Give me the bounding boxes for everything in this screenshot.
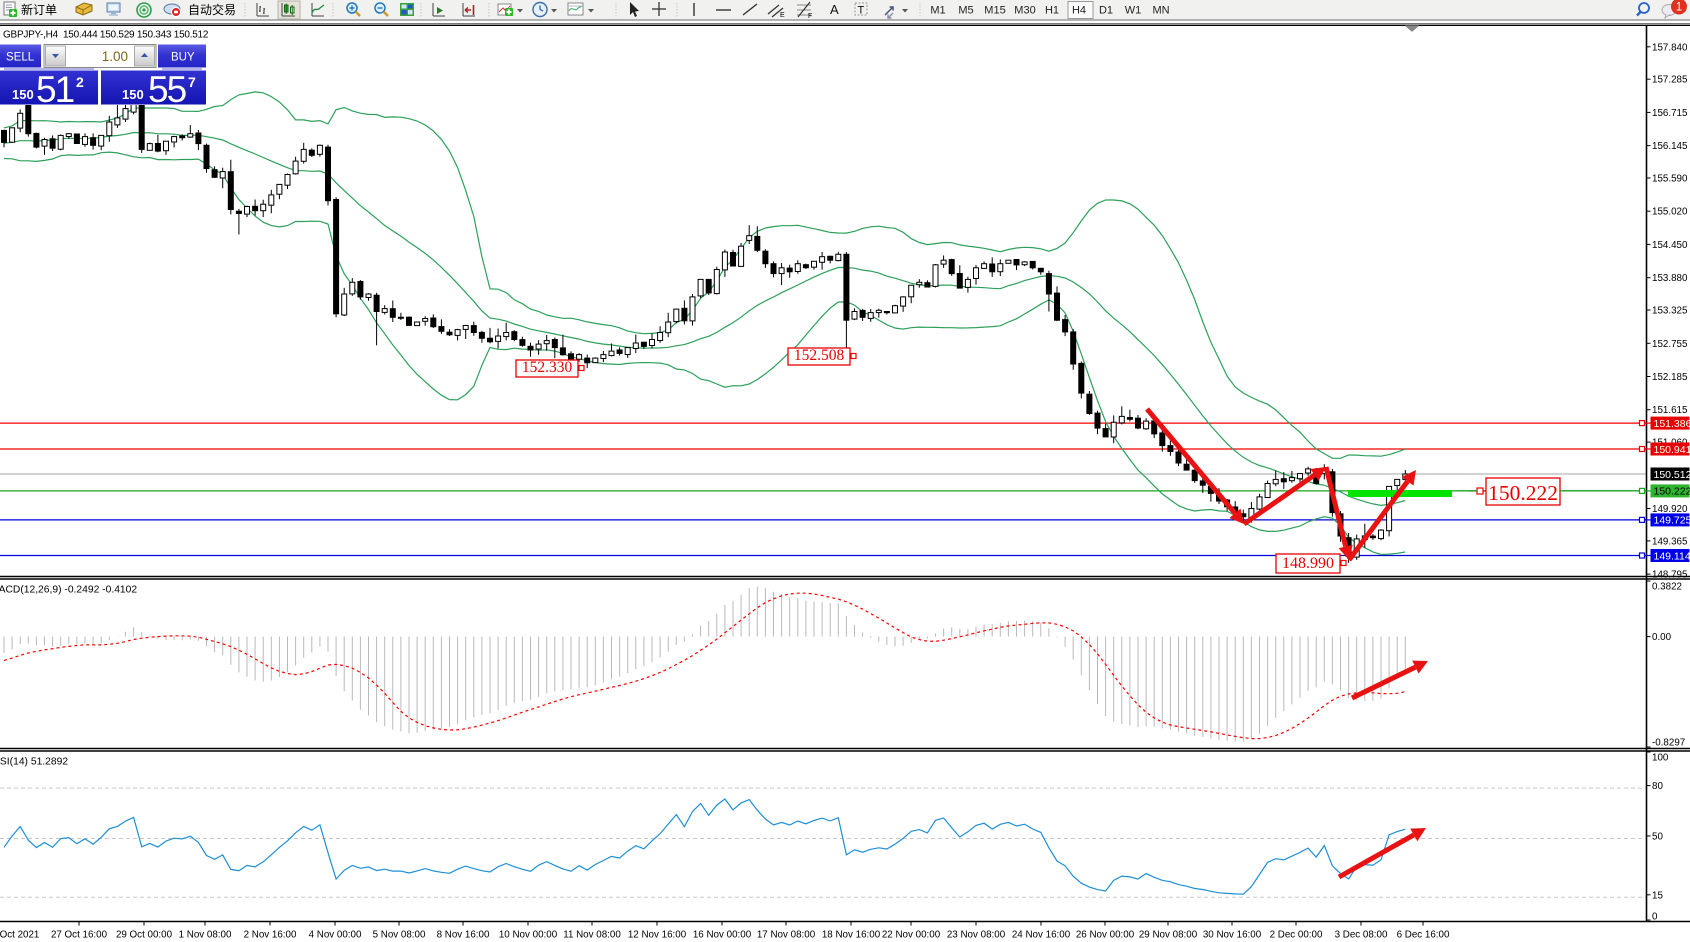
svg-text:18 Nov 16:00: 18 Nov 16:00: [822, 930, 881, 941]
svg-text:29 Oct 00:00: 29 Oct 00:00: [116, 930, 173, 941]
svg-text:55: 55: [148, 69, 187, 110]
svg-text:BUY: BUY: [171, 52, 195, 64]
svg-text:D1: D1: [1099, 5, 1113, 17]
svg-text:H1: H1: [1045, 5, 1059, 17]
svg-text:155.590: 155.590: [1652, 174, 1688, 185]
svg-text:22 Nov 00:00: 22 Nov 00:00: [882, 930, 941, 941]
svg-text:1: 1: [1676, 2, 1682, 14]
svg-text:M1: M1: [930, 5, 945, 17]
svg-text:11 Nov 08:00: 11 Nov 08:00: [563, 930, 621, 941]
svg-text:4 Nov 00:00: 4 Nov 00:00: [309, 930, 362, 941]
svg-text:M30: M30: [1014, 5, 1035, 17]
svg-text:149.365: 149.365: [1652, 536, 1688, 547]
svg-text:自动交易: 自动交易: [188, 2, 236, 17]
svg-text:151.615: 151.615: [1652, 405, 1688, 416]
svg-text:152.330: 152.330: [522, 359, 573, 376]
svg-text:0.00: 0.00: [1652, 632, 1672, 643]
svg-text:150: 150: [122, 87, 144, 102]
svg-text:154.450: 154.450: [1652, 240, 1688, 251]
svg-text:12 Nov 16:00: 12 Nov 16:00: [628, 930, 687, 941]
svg-text:155.020: 155.020: [1652, 207, 1688, 218]
svg-text:M15: M15: [984, 5, 1005, 17]
svg-text:2: 2: [76, 74, 84, 90]
svg-text:23 Nov 08:00: 23 Nov 08:00: [947, 930, 1006, 941]
svg-text:17 Nov 08:00: 17 Nov 08:00: [757, 930, 816, 941]
svg-text:3 Dec 08:00: 3 Dec 08:00: [1335, 930, 1388, 941]
svg-text:A: A: [830, 2, 839, 17]
svg-text:150.222: 150.222: [1654, 486, 1690, 498]
svg-text:100: 100: [1652, 753, 1669, 764]
svg-text:150.222: 150.222: [1488, 481, 1558, 505]
svg-text:1.00: 1.00: [102, 49, 128, 64]
svg-text:152.755: 152.755: [1652, 339, 1688, 350]
svg-text:24 Nov 16:00: 24 Nov 16:00: [1012, 930, 1071, 941]
svg-text:6 Dec 16:00: 6 Dec 16:00: [1397, 930, 1450, 941]
svg-text:150.512: 150.512: [1654, 469, 1690, 481]
svg-text:149.725: 149.725: [1654, 515, 1690, 527]
svg-text:148.795: 148.795: [1652, 570, 1688, 581]
svg-text:157.840: 157.840: [1652, 42, 1688, 53]
svg-text:153.325: 153.325: [1652, 306, 1688, 317]
svg-text:157.285: 157.285: [1652, 75, 1688, 86]
svg-text:156.715: 156.715: [1652, 108, 1688, 119]
svg-text:15: 15: [1652, 890, 1663, 901]
svg-text:新订单: 新订单: [21, 2, 57, 17]
svg-text:8 Nov 16:00: 8 Nov 16:00: [437, 930, 490, 941]
svg-text:30 Nov 16:00: 30 Nov 16:00: [1203, 930, 1262, 941]
svg-text:151.386: 151.386: [1654, 418, 1690, 430]
svg-text:148.990: 148.990: [1282, 555, 1334, 572]
svg-text:51: 51: [36, 69, 74, 110]
svg-text:E: E: [780, 12, 785, 19]
svg-text:W1: W1: [1125, 5, 1142, 17]
svg-text:0.3822: 0.3822: [1652, 582, 1682, 593]
svg-text:150.941: 150.941: [1654, 444, 1690, 456]
svg-text:T: T: [858, 5, 865, 17]
svg-text:25 Oct 2021: 25 Oct 2021: [0, 930, 39, 941]
svg-text:0: 0: [1652, 912, 1658, 923]
svg-text:149.114: 149.114: [1654, 550, 1690, 562]
svg-text:F: F: [808, 13, 812, 20]
svg-text:153.880: 153.880: [1652, 273, 1688, 284]
svg-text:10 Nov 00:00: 10 Nov 00:00: [499, 930, 558, 941]
svg-text:-0.8297: -0.8297: [1652, 738, 1685, 749]
svg-text:2 Nov 16:00: 2 Nov 16:00: [244, 930, 297, 941]
svg-text:26 Nov 00:00: 26 Nov 00:00: [1076, 930, 1135, 941]
svg-text:GBPJPY-,H4 150.444 150.529 15: GBPJPY-,H4 150.444 150.529 150.343 150.5…: [3, 30, 209, 41]
svg-text:SELL: SELL: [6, 52, 35, 64]
svg-text:M5: M5: [958, 5, 973, 17]
svg-text:MN: MN: [1152, 5, 1169, 17]
svg-text:MACD(12,26,9) -0.2492 -0.4102: MACD(12,26,9) -0.2492 -0.4102: [0, 585, 137, 596]
svg-text:50: 50: [1652, 832, 1663, 843]
svg-text:27 Oct 16:00: 27 Oct 16:00: [51, 930, 108, 941]
svg-text:5 Nov 08:00: 5 Nov 08:00: [373, 930, 426, 941]
svg-text:152.185: 152.185: [1652, 372, 1688, 383]
svg-text:149.920: 149.920: [1652, 504, 1688, 515]
svg-text:16 Nov 00:00: 16 Nov 00:00: [693, 930, 752, 941]
svg-text:80: 80: [1652, 781, 1663, 792]
svg-text:7: 7: [188, 74, 196, 90]
svg-text:29 Nov 08:00: 29 Nov 08:00: [1139, 930, 1198, 941]
svg-text:H4: H4: [1072, 5, 1086, 17]
svg-text:1 Nov 08:00: 1 Nov 08:00: [179, 930, 232, 941]
svg-text:156.145: 156.145: [1652, 141, 1688, 152]
svg-text:152.508: 152.508: [794, 347, 845, 364]
svg-text:2 Dec 00:00: 2 Dec 00:00: [1270, 930, 1323, 941]
svg-text:RSI(14) 51.2892: RSI(14) 51.2892: [0, 757, 68, 768]
svg-text:150: 150: [12, 87, 34, 102]
